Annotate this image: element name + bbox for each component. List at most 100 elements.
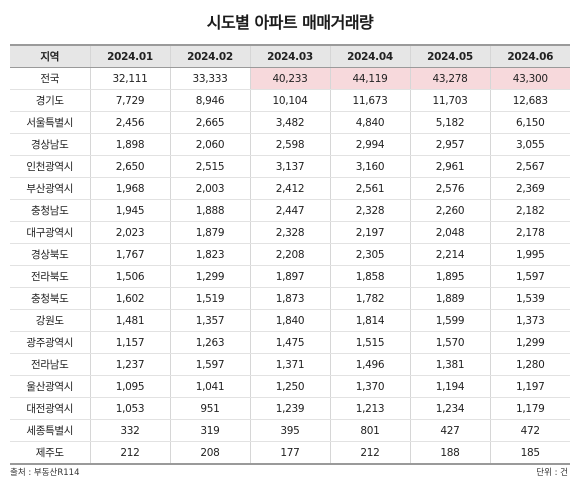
value-cell: 1,506 <box>89 265 170 288</box>
page-title: 시도별 아파트 매매거래량 <box>206 13 374 32</box>
value-cell: 2,003 <box>169 177 250 200</box>
table-row: 경상남도 1,898 2,060 2,598 2,994 2,957 3,055 <box>10 133 570 156</box>
region-cell: 인천광역시 <box>10 155 90 178</box>
value-cell: 1,858 <box>329 265 410 288</box>
value-cell: 40,233 <box>249 67 330 90</box>
value-cell: 1,280 <box>489 353 570 376</box>
header-month: 2024.03 <box>249 44 330 68</box>
table-row: 강원도 1,481 1,357 1,840 1,814 1,599 1,373 <box>10 309 570 332</box>
table-row: 전라남도 1,237 1,597 1,371 1,496 1,381 1,280 <box>10 353 570 376</box>
value-cell: 1,197 <box>489 375 570 398</box>
value-cell: 1,213 <box>329 397 410 420</box>
unit-note: 단위 : 건 <box>536 468 568 478</box>
value-cell: 1,898 <box>89 133 170 156</box>
region-cell: 세종특별시 <box>10 419 90 442</box>
value-cell: 2,208 <box>249 243 330 266</box>
value-cell: 3,055 <box>489 133 570 156</box>
value-cell: 2,447 <box>249 199 330 222</box>
value-cell: 2,182 <box>489 199 570 222</box>
value-cell: 1,879 <box>169 221 250 244</box>
source-note: 출처 : 부동산R114 <box>10 468 80 478</box>
table-row: 전라북도 1,506 1,299 1,897 1,858 1,895 1,597 <box>10 265 570 288</box>
table-row: 전국 32,111 33,333 40,233 44,119 43,278 43,300 <box>10 67 570 90</box>
region-cell: 전라남도 <box>10 353 90 376</box>
value-cell: 11,673 <box>329 89 410 112</box>
region-cell: 전국 <box>10 67 90 90</box>
header-region: 지역 <box>10 44 90 68</box>
value-cell: 2,665 <box>169 111 250 134</box>
value-cell: 1,597 <box>489 265 570 288</box>
value-cell: 1,299 <box>169 265 250 288</box>
value-cell: 1,475 <box>249 331 330 354</box>
header-month: 2024.02 <box>169 44 250 68</box>
value-cell: 1,053 <box>89 397 170 420</box>
value-cell: 2,048 <box>409 221 490 244</box>
value-cell: 3,137 <box>249 155 330 178</box>
table-row: 충청남도 1,945 1,888 2,447 2,328 2,260 2,182 <box>10 199 570 222</box>
value-cell: 1,519 <box>169 287 250 310</box>
value-cell: 951 <box>169 397 250 420</box>
region-cell: 경상남도 <box>10 133 90 156</box>
value-cell: 1,823 <box>169 243 250 266</box>
table-body: 전국 32,111 33,333 40,233 44,119 43,278 43,300 경기… <box>10 67 570 465</box>
region-cell: 광주광역시 <box>10 331 90 354</box>
value-cell: 1,357 <box>169 309 250 332</box>
value-cell: 3,482 <box>249 111 330 134</box>
transaction-table: 지역 2024.01 2024.02 2024.03 2024.04 2024.… <box>10 44 570 465</box>
value-cell: 1,179 <box>489 397 570 420</box>
table-header-row: 지역 2024.01 2024.02 2024.03 2024.04 2024.… <box>10 44 570 68</box>
value-cell: 2,328 <box>329 199 410 222</box>
value-cell: 2,456 <box>89 111 170 134</box>
value-cell: 2,260 <box>409 199 490 222</box>
region-cell: 경기도 <box>10 89 90 112</box>
value-cell: 2,650 <box>89 155 170 178</box>
value-cell: 7,729 <box>89 89 170 112</box>
value-cell: 2,369 <box>489 177 570 200</box>
region-cell: 경상북도 <box>10 243 90 266</box>
value-cell: 1,370 <box>329 375 410 398</box>
region-cell: 대전광역시 <box>10 397 90 420</box>
table-row: 광주광역시 1,157 1,263 1,475 1,515 1,570 1,299 <box>10 331 570 354</box>
region-cell: 강원도 <box>10 309 90 332</box>
header-month: 2024.05 <box>409 44 490 68</box>
value-cell: 2,994 <box>329 133 410 156</box>
value-cell: 43,278 <box>409 67 490 90</box>
value-cell: 1,373 <box>489 309 570 332</box>
table-row: 인천광역시 2,650 2,515 3,137 3,160 2,961 2,567 <box>10 155 570 178</box>
value-cell: 2,515 <box>169 155 250 178</box>
value-cell: 1,157 <box>89 331 170 354</box>
value-cell: 44,119 <box>329 67 410 90</box>
value-cell: 1,234 <box>409 397 490 420</box>
table-row: 서울특별시 2,456 2,665 3,482 4,840 5,182 6,150 <box>10 111 570 134</box>
value-cell: 212 <box>89 441 170 465</box>
region-cell: 부산광역시 <box>10 177 90 200</box>
value-cell: 1,767 <box>89 243 170 266</box>
value-cell: 1,381 <box>409 353 490 376</box>
value-cell: 1,945 <box>89 199 170 222</box>
value-cell: 1,570 <box>409 331 490 354</box>
value-cell: 2,576 <box>409 177 490 200</box>
value-cell: 2,214 <box>409 243 490 266</box>
value-cell: 10,104 <box>249 89 330 112</box>
value-cell: 212 <box>329 441 410 465</box>
value-cell: 1,239 <box>249 397 330 420</box>
value-cell: 801 <box>329 419 410 442</box>
value-cell: 2,567 <box>489 155 570 178</box>
region-cell: 울산광역시 <box>10 375 90 398</box>
value-cell: 2,060 <box>169 133 250 156</box>
header-month: 2024.04 <box>329 44 410 68</box>
value-cell: 5,182 <box>409 111 490 134</box>
table-row: 세종특별시 332 319 395 801 427 472 <box>10 419 570 442</box>
table-row: 제주도 212 208 177 212 188 185 <box>10 441 570 465</box>
value-cell: 332 <box>89 419 170 442</box>
value-cell: 2,023 <box>89 221 170 244</box>
value-cell: 177 <box>249 441 330 465</box>
value-cell: 1,371 <box>249 353 330 376</box>
value-cell: 427 <box>409 419 490 442</box>
region-cell: 제주도 <box>10 441 90 465</box>
value-cell: 6,150 <box>489 111 570 134</box>
value-cell: 1,539 <box>489 287 570 310</box>
value-cell: 1,194 <box>409 375 490 398</box>
value-cell: 12,683 <box>489 89 570 112</box>
value-cell: 43,300 <box>489 67 570 90</box>
